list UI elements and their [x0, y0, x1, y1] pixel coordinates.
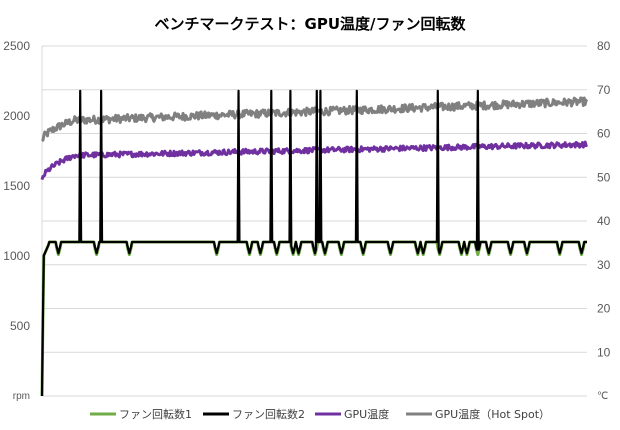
right-tick-label: 20 — [597, 302, 611, 316]
right-tick-label: 70 — [597, 83, 611, 97]
left-axis: 500 1000 1500 2000 2500 — [3, 39, 30, 333]
left-tick-label: 1000 — [3, 249, 30, 263]
left-tick-label: 2000 — [3, 109, 30, 123]
right-tick-label: 50 — [597, 170, 611, 184]
left-tick-label: 2500 — [3, 39, 30, 53]
legend-label: GPU温度（Hot Spot） — [435, 407, 550, 421]
right-tick-label: 30 — [597, 258, 611, 272]
legend-label: ファン回転数2 — [232, 408, 305, 421]
right-tick-label: 10 — [597, 345, 611, 359]
right-axis: 10 20 30 40 50 60 70 80 — [597, 39, 611, 359]
legend-label: ファン回転数1 — [119, 408, 192, 421]
right-tick-label: 60 — [597, 127, 611, 141]
left-axis-unit: rpm — [13, 391, 30, 402]
left-tick-label: 500 — [10, 319, 30, 333]
gridlines — [42, 45, 587, 397]
legend: ファン回転数1 ファン回転数2 GPU温度 GPU温度（Hot Spot） — [90, 407, 550, 421]
legend-label: GPU温度 — [344, 407, 389, 421]
left-tick-label: 1500 — [3, 179, 30, 193]
series-layer — [40, 89, 589, 397]
series-line-2 — [40, 89, 588, 397]
chart-title: ベンチマークテスト：GPU温度/ファン回転数 — [155, 15, 467, 33]
right-tick-label: 40 — [597, 214, 611, 228]
series-line-3 — [40, 140, 589, 181]
right-axis-unit: ℃ — [597, 391, 608, 402]
series-line-4 — [40, 96, 589, 143]
right-tick-label: 80 — [597, 39, 611, 53]
